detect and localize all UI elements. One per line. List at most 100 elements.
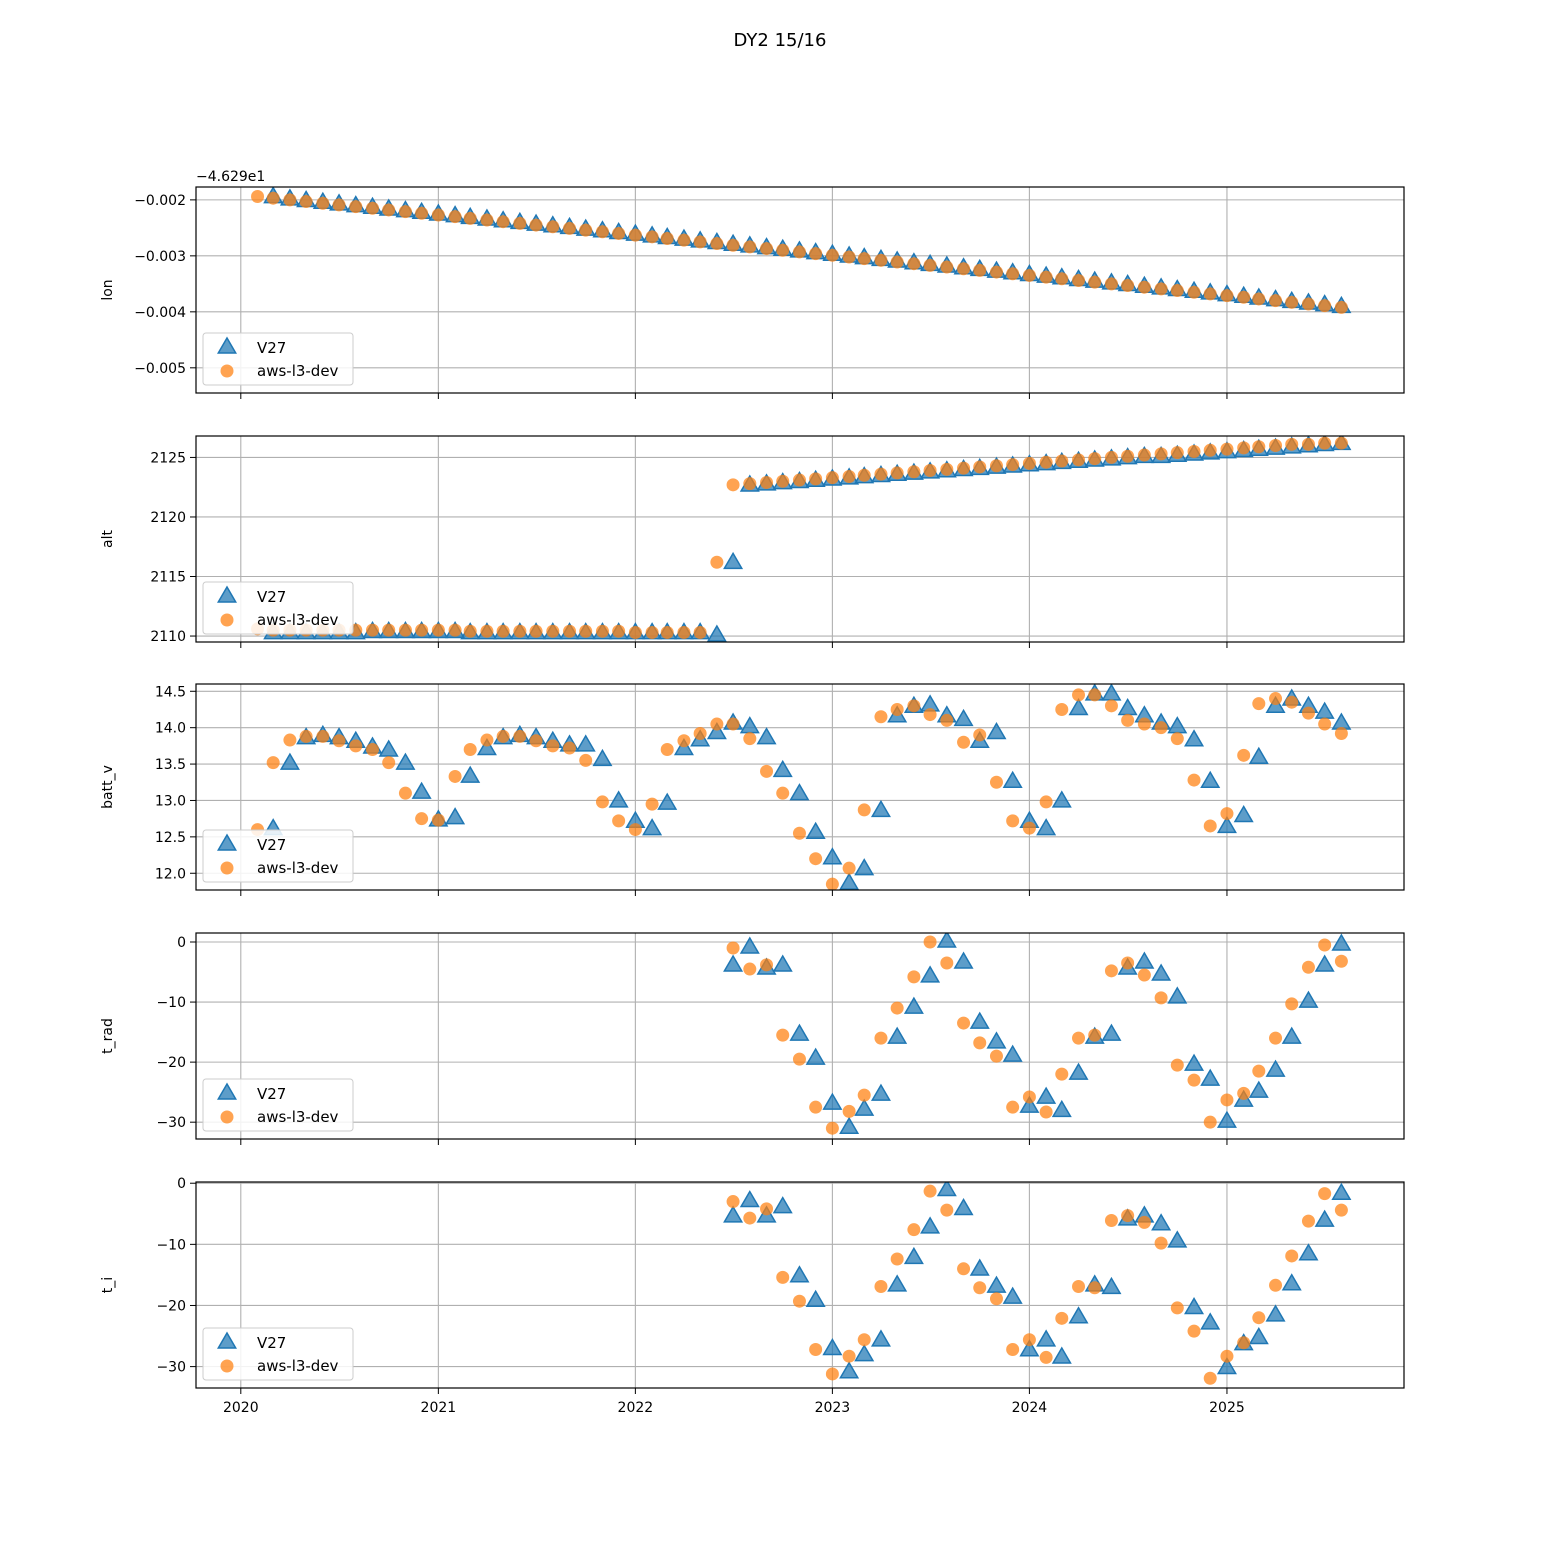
point-aws-l3-dev	[563, 624, 577, 638]
point-aws-l3-dev	[1104, 450, 1118, 464]
point-aws-l3-dev	[1039, 455, 1053, 469]
point-aws-l3-dev	[1220, 1093, 1234, 1107]
point-aws-l3-dev	[726, 717, 740, 731]
point-aws-l3-dev	[1088, 1281, 1102, 1295]
point-aws-l3-dev	[480, 733, 494, 747]
point-v27	[822, 1092, 843, 1110]
y-tick-label: 2120	[150, 510, 186, 526]
point-v27	[789, 1023, 810, 1041]
subplot-alt: 2125 2120 2115 2110 alt V27 aws-l3-dev	[100, 435, 1405, 648]
point-aws-l3-dev	[825, 471, 839, 485]
point-v27	[460, 765, 481, 783]
point-aws-l3-dev	[973, 460, 987, 474]
point-v27	[854, 858, 875, 876]
point-v27	[870, 1329, 891, 1347]
point-aws-l3-dev	[1154, 282, 1168, 296]
point-v27	[805, 821, 826, 839]
point-v27	[839, 1361, 860, 1379]
y-tick-label: 12.5	[155, 830, 186, 846]
point-aws-l3-dev	[693, 235, 707, 249]
y-tick-label: 13.0	[155, 793, 186, 809]
point-v27	[1101, 1023, 1122, 1041]
point-v27	[411, 781, 432, 799]
point-aws-l3-dev	[1137, 280, 1151, 294]
point-v27	[445, 807, 466, 825]
point-aws-l3-dev	[923, 1184, 937, 1198]
point-aws-l3-dev	[480, 213, 494, 227]
x-tick-label: 2020	[223, 1400, 259, 1416]
point-v27	[986, 1031, 1007, 1049]
point-aws-l3-dev	[496, 624, 510, 638]
point-aws-l3-dev	[529, 734, 543, 748]
point-v27	[1298, 990, 1319, 1008]
point-aws-l3-dev	[579, 753, 593, 767]
point-aws-l3-dev	[693, 726, 707, 740]
point-v27	[756, 727, 777, 745]
y-tick-label: −30	[156, 1360, 186, 1376]
subplot-t_i: 2020 2021 2022 2023 2024 2025 0 −10 −20 −30 t_i V27…	[100, 1176, 1405, 1416]
legend-label-aws-l3-dev: aws-l3-dev	[257, 362, 339, 380]
point-v27	[903, 996, 924, 1014]
point-v27	[789, 783, 810, 801]
point-aws-l3-dev	[677, 233, 691, 247]
point-v27	[1233, 804, 1254, 823]
point-aws-l3-dev	[890, 255, 904, 269]
legend-box	[202, 332, 354, 386]
point-aws-l3-dev	[1006, 267, 1020, 281]
point-aws-l3-dev	[496, 729, 510, 743]
point-v27	[854, 1098, 875, 1116]
point-aws-l3-dev	[857, 1088, 871, 1102]
point-v27	[1248, 1080, 1269, 1098]
point-v27	[1184, 729, 1205, 747]
point-v27	[986, 1275, 1007, 1293]
axes-frame	[195, 435, 1405, 643]
point-aws-l3-dev	[1301, 297, 1315, 311]
point-aws-l3-dev	[496, 215, 510, 229]
point-aws-l3-dev	[776, 243, 790, 257]
point-v27	[739, 716, 760, 734]
legend-label-v27: V27	[257, 1334, 286, 1352]
point-aws-l3-dev	[546, 739, 560, 753]
point-aws-l3-dev	[809, 852, 823, 866]
point-aws-l3-dev	[743, 1211, 757, 1225]
point-aws-l3-dev	[792, 473, 806, 487]
point-aws-l3-dev	[1252, 697, 1266, 711]
y-axis-label: alt	[100, 530, 116, 548]
point-aws-l3-dev	[1072, 1031, 1086, 1045]
point-aws-l3-dev	[1285, 1249, 1299, 1263]
point-aws-l3-dev	[1203, 443, 1217, 457]
point-aws-l3-dev	[957, 461, 971, 475]
point-aws-l3-dev	[266, 756, 280, 770]
point-aws-l3-dev	[1285, 437, 1299, 451]
point-aws-l3-dev	[1088, 452, 1102, 466]
point-v27	[772, 759, 793, 778]
point-v27	[1314, 1209, 1335, 1227]
point-v27	[1051, 1346, 1072, 1364]
point-v27	[805, 1047, 826, 1065]
point-v27	[279, 752, 300, 770]
point-aws-l3-dev	[1187, 1324, 1201, 1338]
point-aws-l3-dev	[1269, 692, 1283, 706]
point-v27	[920, 965, 941, 983]
point-aws-l3-dev	[316, 196, 330, 210]
x-tick-label: 2025	[1209, 1400, 1245, 1416]
point-aws-l3-dev	[1301, 1214, 1315, 1228]
point-aws-l3-dev	[890, 466, 904, 480]
point-aws-l3-dev	[1039, 270, 1053, 284]
point-aws-l3-dev	[546, 220, 560, 234]
point-v27	[1134, 951, 1155, 969]
point-aws-l3-dev	[332, 734, 346, 748]
point-v27	[1331, 1182, 1352, 1200]
point-aws-l3-dev	[660, 625, 674, 639]
point-aws-l3-dev	[890, 1252, 904, 1266]
point-aws-l3-dev	[760, 1202, 774, 1216]
point-aws-l3-dev	[398, 205, 412, 219]
point-aws-l3-dev	[1334, 1203, 1348, 1217]
point-aws-l3-dev	[989, 265, 1003, 279]
legend-label-v27: V27	[257, 339, 286, 357]
point-v27	[1314, 954, 1335, 972]
legend: V27 aws-l3-dev	[202, 332, 354, 386]
point-aws-l3-dev	[1170, 1301, 1184, 1315]
point-aws-l3-dev	[1220, 1349, 1234, 1363]
point-aws-l3-dev	[349, 739, 363, 753]
